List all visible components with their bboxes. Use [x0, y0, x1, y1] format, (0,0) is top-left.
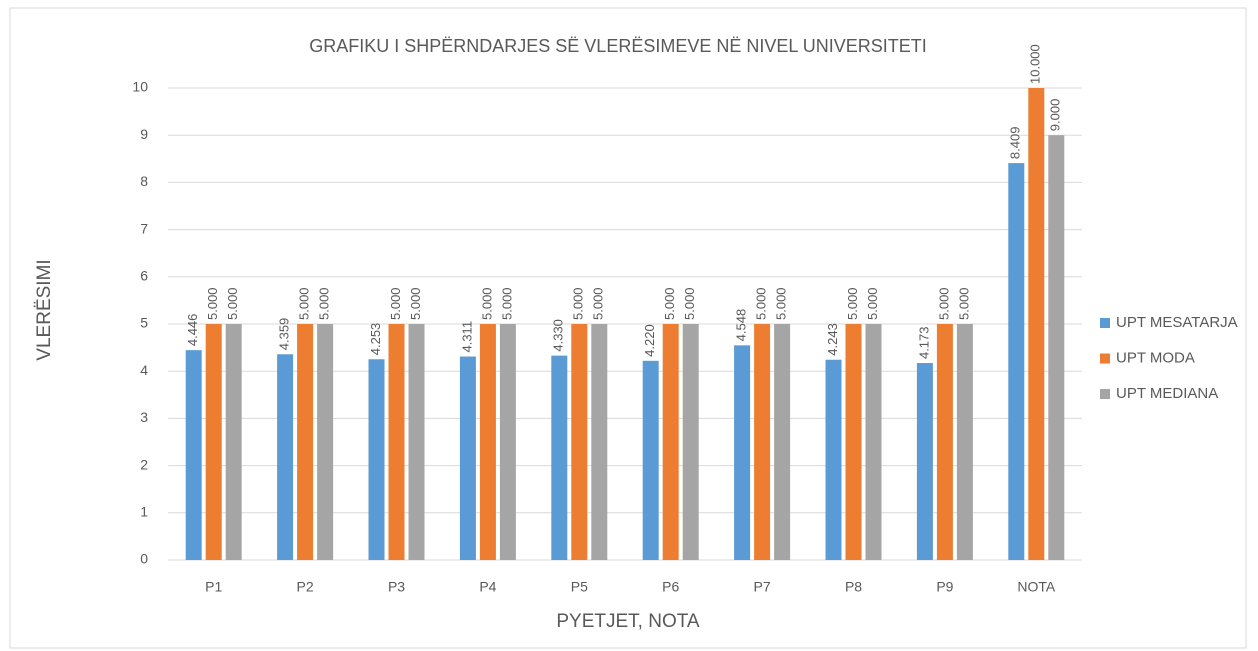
value-label: 5.000 [956, 287, 971, 320]
value-label: 4.446 [185, 314, 200, 347]
x-tick-label: P8 [845, 579, 862, 595]
value-label: 5.000 [662, 287, 677, 320]
y-tick-label: 7 [140, 220, 148, 236]
legend-label: UPT MODA [1116, 349, 1195, 366]
value-label: 5.000 [408, 287, 423, 320]
legend-label: UPT MESATARJA [1116, 314, 1238, 331]
bar [551, 355, 568, 560]
x-tick-label: P1 [205, 579, 222, 595]
value-label: 4.330 [551, 319, 566, 352]
y-tick-label: 1 [140, 504, 148, 520]
bar [499, 324, 516, 560]
value-label: 5.000 [479, 287, 494, 320]
value-label: 4.253 [368, 323, 383, 356]
bar [408, 324, 425, 560]
x-tick-label: P9 [936, 579, 953, 595]
value-label: 10.000 [1028, 44, 1043, 84]
bar [754, 324, 771, 560]
value-label: 5.000 [317, 287, 332, 320]
x-tick-label: P7 [754, 579, 771, 595]
legend-swatch [1100, 389, 1110, 399]
bar [865, 324, 882, 560]
x-tick-label: P2 [297, 579, 314, 595]
x-tick-label: P4 [479, 579, 496, 595]
value-label: 5.000 [591, 287, 606, 320]
y-tick-label: 3 [140, 409, 148, 425]
y-tick-label: 8 [140, 173, 148, 189]
bar [1028, 88, 1045, 560]
value-label: 5.000 [682, 287, 697, 320]
legend-swatch [1100, 318, 1110, 328]
value-label: 5.000 [225, 287, 240, 320]
value-label: 4.311 [459, 321, 474, 353]
value-label: 5.000 [499, 287, 514, 320]
value-label: 5.000 [865, 287, 880, 320]
value-label: 5.000 [754, 287, 769, 320]
value-label: 4.359 [277, 318, 292, 351]
x-tick-label: P3 [388, 579, 405, 595]
bar [1048, 135, 1065, 560]
value-label: 5.000 [845, 287, 860, 320]
value-label: 5.000 [297, 287, 312, 320]
value-label: 4.220 [642, 324, 657, 357]
bar [662, 324, 679, 560]
value-label: 9.000 [1048, 99, 1063, 132]
x-tick-label: NOTA [1017, 579, 1056, 595]
bar [1008, 163, 1025, 560]
x-tick-label: P6 [662, 579, 679, 595]
bar [825, 359, 842, 560]
bar [205, 324, 222, 560]
bar [956, 324, 973, 560]
bar [845, 324, 862, 560]
bar [642, 360, 659, 560]
bar [571, 324, 588, 560]
legend-label: UPT MEDIANA [1116, 385, 1218, 402]
bar [459, 356, 476, 560]
y-tick-label: 6 [140, 268, 148, 284]
value-label: 5.000 [205, 287, 220, 320]
value-label: 5.000 [936, 287, 951, 320]
bar [368, 359, 385, 560]
bar [479, 324, 496, 560]
bar [317, 324, 334, 560]
x-tick-label: P5 [571, 579, 588, 595]
y-axis-label: VLERËSIMI [34, 259, 55, 360]
legend-swatch [1100, 353, 1110, 364]
value-label: 5.000 [571, 287, 586, 320]
value-label: 8.409 [1008, 127, 1023, 160]
y-tick-label: 4 [140, 362, 148, 378]
y-tick-label: 2 [140, 456, 148, 472]
bar [916, 363, 933, 560]
bar [185, 350, 202, 560]
y-tick-label: 5 [140, 315, 148, 331]
bar [297, 324, 314, 560]
bar [277, 354, 294, 560]
bar [774, 324, 791, 560]
bar [734, 345, 751, 560]
bar [936, 324, 953, 560]
y-tick-label: 9 [140, 126, 148, 142]
bar [388, 324, 405, 560]
value-label: 5.000 [388, 287, 403, 320]
value-label: 5.000 [774, 287, 789, 320]
bar [591, 324, 608, 560]
bar [682, 324, 699, 560]
chart-title: GRAFIKU I SHPËRNDARJES SË VLERËSIMEVE NË… [309, 36, 926, 56]
value-label: 4.548 [734, 309, 749, 342]
value-label: 4.173 [916, 326, 931, 359]
value-label: 4.243 [825, 323, 840, 356]
bar [225, 324, 242, 560]
x-axis-label: PYETJET, NOTA [556, 611, 700, 632]
y-tick-label: 10 [132, 79, 148, 95]
y-tick-label: 0 [140, 551, 148, 567]
